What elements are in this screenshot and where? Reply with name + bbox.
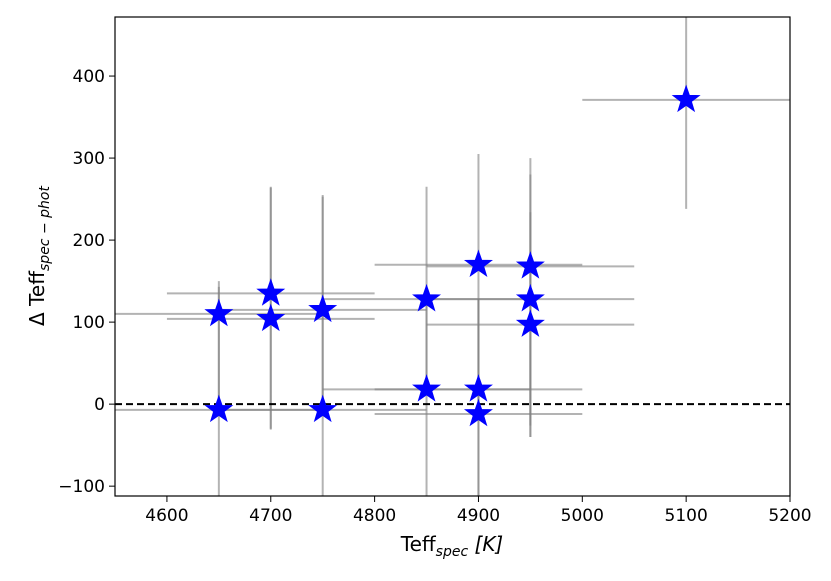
x-tick-label: 5200 [768, 506, 811, 526]
x-axis-label: Teffspec [K] [400, 532, 503, 560]
y-tick-label: 400 [73, 67, 105, 87]
data-point-star [204, 394, 234, 423]
data-point-star [412, 374, 442, 402]
y-axis-label: Δ Teffspec − phot [25, 186, 53, 326]
data-point-star [256, 303, 286, 332]
y-axis: −100 0 100 200 300 400 [58, 67, 115, 497]
y-axis-label-subscript: spec − phot [37, 186, 53, 271]
data-point-star [515, 283, 545, 312]
data-point-star [308, 294, 338, 323]
y-tick-label: 100 [73, 313, 105, 333]
data-point-star [463, 249, 493, 278]
y-tick-label: 0 [94, 395, 105, 415]
marker-layer [204, 84, 701, 427]
x-axis: 4600 4700 4800 4900 5000 5100 5200 [145, 496, 812, 526]
data-point-star [256, 278, 286, 306]
x-tick-label: 4900 [457, 506, 500, 526]
plot-frame [114, 16, 791, 497]
data-point-star [515, 309, 545, 337]
x-axis-label-subscript: spec [436, 544, 469, 560]
y-tick-label: 300 [73, 149, 105, 169]
y-tick-label: 200 [73, 231, 105, 251]
data-point-star [463, 398, 493, 427]
x-tick-label: 4700 [249, 506, 292, 526]
data-point-star [515, 251, 545, 279]
y-tick-label: −100 [58, 477, 105, 497]
data-point-star [204, 298, 234, 327]
data-point-star [412, 283, 442, 312]
data-point-star [308, 394, 338, 423]
x-tick-label: 5100 [665, 506, 708, 526]
plot-background [115, 17, 790, 496]
data-point-star [671, 84, 701, 113]
x-tick-label: 4800 [353, 506, 396, 526]
x-tick-label: 5000 [561, 506, 604, 526]
x-tick-label: 4600 [145, 506, 188, 526]
data-point-star [463, 374, 493, 402]
